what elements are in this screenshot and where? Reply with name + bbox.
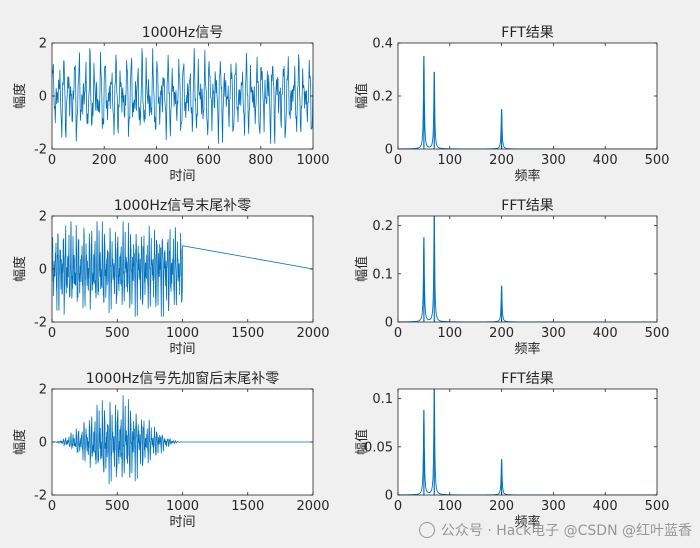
y-tick-label: 2 (39, 210, 47, 225)
y-tick-label: 0.05 (364, 440, 393, 455)
x-tick-label: 500 (105, 326, 130, 341)
x-tick-label: 1000 (296, 153, 329, 168)
y-tick-label: -2 (34, 489, 47, 504)
chart-title: 1000Hz信号 (142, 25, 224, 41)
y-tick-label: 0 (39, 436, 47, 451)
x-tick-label: 200 (489, 326, 514, 341)
y-tick-label: 0 (385, 143, 393, 158)
x-tick-label: 500 (645, 326, 670, 341)
x-axis-label: 频率 (514, 514, 540, 530)
series-group (52, 48, 313, 144)
y-axis-label: 幅度 (12, 429, 28, 455)
y-axis-label: 幅值 (354, 83, 370, 109)
y-tick-label: 2 (39, 383, 47, 398)
plot-area (398, 216, 657, 322)
x-axis-label: 时间 (169, 342, 195, 357)
signal-line (52, 395, 313, 485)
chart-title: FFT结果 (501, 371, 553, 387)
x-tick-label: 800 (248, 153, 273, 168)
y-tick-label: -2 (34, 143, 47, 158)
x-tick-label: 0 (394, 499, 402, 514)
y-axis-label: 幅值 (354, 256, 370, 282)
x-tick-label: 500 (645, 153, 670, 168)
x-axis-label: 频率 (514, 168, 540, 184)
signal-line (52, 221, 313, 317)
y-tick-label: 0.2 (372, 90, 393, 105)
y-tick-label: 0.4 (372, 37, 393, 52)
y-axis-label: 幅度 (12, 83, 28, 109)
x-tick-label: 500 (645, 499, 670, 514)
x-tick-label: 1000 (166, 326, 199, 341)
x-tick-label: 0 (394, 326, 402, 341)
x-tick-label: 200 (489, 153, 514, 168)
y-tick-label: 0 (385, 489, 393, 504)
series-group (52, 395, 313, 485)
chart-title: 1000Hz信号先加窗后末尾补零 (86, 370, 280, 387)
x-tick-label: 200 (489, 499, 514, 514)
y-tick-label: 0.2 (372, 219, 393, 234)
x-tick-label: 1500 (231, 326, 264, 341)
y-tick-label: 0 (385, 316, 393, 331)
x-tick-label: 1500 (231, 499, 264, 514)
x-tick-label: 2000 (296, 499, 329, 514)
axes-box (397, 215, 658, 323)
chart-title: FFT结果 (501, 198, 553, 214)
series-group (52, 221, 313, 317)
x-axis-label: 时间 (169, 515, 195, 530)
x-tick-label: 0 (394, 153, 402, 168)
wechat-logo-icon (418, 522, 435, 538)
y-tick-label: -2 (34, 316, 47, 331)
chart-title: FFT结果 (501, 25, 553, 41)
x-tick-label: 100 (437, 153, 462, 168)
axes-box (397, 388, 658, 496)
y-axis-label: 幅度 (12, 256, 28, 282)
y-tick-label: 0 (39, 90, 47, 105)
x-tick-label: 100 (437, 499, 462, 514)
x-tick-label: 0 (48, 499, 56, 514)
x-tick-label: 500 (105, 499, 130, 514)
x-tick-label: 0 (48, 153, 56, 168)
y-axis-label: 幅值 (354, 429, 370, 455)
x-tick-label: 300 (541, 499, 566, 514)
x-tick-label: 400 (593, 499, 618, 514)
y-tick-label: 0 (39, 263, 47, 278)
x-tick-label: 100 (437, 326, 462, 341)
x-tick-label: 0 (48, 326, 56, 341)
y-tick-label: 0.1 (372, 267, 393, 282)
x-tick-label: 1000 (166, 499, 199, 514)
chart-title: 1000Hz信号末尾补零 (114, 198, 252, 214)
x-axis-label: 时间 (169, 169, 195, 184)
x-tick-label: 300 (541, 153, 566, 168)
x-axis-label: 频率 (514, 341, 540, 357)
signal-line (52, 48, 313, 144)
x-tick-label: 2000 (296, 326, 329, 341)
x-tick-label: 400 (593, 153, 618, 168)
x-tick-label: 300 (541, 326, 566, 341)
y-tick-label: 0.1 (372, 392, 393, 407)
x-tick-label: 400 (593, 326, 618, 341)
watermark: 公众号 · Hack电子 @CSDN @红叶蓝香 (418, 520, 692, 540)
plot-area (398, 389, 657, 495)
x-tick-label: 600 (196, 153, 221, 168)
plot-area (398, 43, 657, 149)
watermark-text: 公众号 · Hack电子 @CSDN @红叶蓝香 (440, 523, 692, 539)
x-tick-label: 200 (92, 153, 117, 168)
x-tick-label: 400 (144, 153, 169, 168)
y-tick-label: 2 (39, 37, 47, 52)
